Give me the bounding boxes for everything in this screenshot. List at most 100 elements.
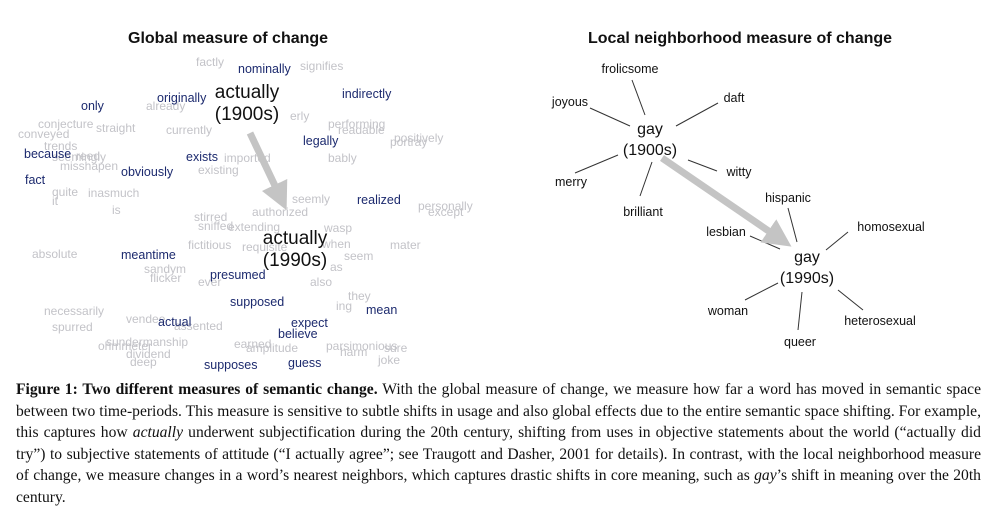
edge-lesbian (749, 235, 781, 250)
cloud-word: requisite (242, 240, 288, 254)
cloud-word: conjecture (38, 117, 94, 131)
cloud-word: performing (328, 117, 385, 131)
cloud-word: supposed (230, 295, 284, 309)
cloud-word: spurred (52, 320, 93, 334)
background-word-cloud: factly signifies already erly currently … (18, 55, 473, 369)
cloud-word: realized (357, 193, 401, 207)
cloud-word: sniffed (198, 219, 233, 233)
left-panel-title: Global measure of change (128, 30, 329, 47)
cloud-word: it (52, 194, 59, 208)
caption-text-3: ’s shift in meaning over the 20th centur… (16, 467, 981, 506)
cloud-word: currently (166, 123, 212, 137)
cloud-word: mean (366, 303, 397, 317)
cloud-word: signifies (300, 59, 343, 73)
cloud-word: they (348, 289, 371, 303)
cloud-word: ohmmeter (98, 339, 152, 353)
cloud-word: seemly (292, 192, 330, 206)
cloud-word: legally (303, 134, 339, 148)
cloud-word: straight (96, 121, 136, 135)
edge-brilliant (639, 161, 653, 197)
cloud-word: sundermanship (106, 335, 188, 349)
cloud-word: meantime (121, 248, 176, 262)
cloud-word: vendee (126, 312, 166, 326)
center-label-1900s: (1900s) (623, 142, 677, 159)
cloud-word: misshapen (60, 159, 118, 173)
cloud-word: seemingly (52, 150, 106, 164)
cloud-word: believe (278, 327, 318, 341)
cloud-word: absolute (32, 247, 78, 261)
cloud-word: nominally (238, 62, 292, 76)
cloud-word: fictitious (188, 238, 231, 252)
caption-label: Figure 1: Two different measures of sema… (16, 381, 378, 398)
cloud-word: existing (198, 163, 239, 177)
cloud-word: positively (394, 131, 443, 145)
cloud-word: mater (390, 238, 421, 252)
cloud-word: except (428, 205, 464, 219)
caption-text-2: underwent subjectification during the 20… (16, 424, 981, 485)
cloud-word: assented (174, 319, 223, 333)
neighbor-hispanic: hispanic (765, 191, 811, 205)
cloud-word: harm (340, 345, 367, 359)
cloud-word: factly (196, 55, 224, 69)
cloud-word: extending (228, 220, 280, 234)
cloud-word: obviously (121, 165, 174, 179)
neighbor-homosexual: homosexual (857, 220, 924, 234)
cloud-word: as (330, 260, 343, 274)
cloud-word: wasp (323, 221, 352, 235)
cloud-word: quite (52, 185, 78, 199)
cloud-word: only (81, 99, 105, 113)
edge-witty (687, 159, 718, 172)
cloud-word: originally (157, 91, 207, 105)
figure-1: factly signifies already erly currently … (18, 55, 925, 372)
neighbor-lesbian: lesbian (706, 225, 746, 239)
cloud-word: authorized (252, 205, 308, 219)
cloud-word: bably (328, 151, 357, 165)
global-change-arrow (246, 131, 288, 211)
neighbor-heterosexual: heterosexual (844, 314, 916, 328)
center-gay-1900: gay (637, 121, 663, 138)
neighbor-daft: daft (724, 91, 745, 105)
cloud-word: earned (234, 337, 271, 351)
cloud-word: stirred (194, 210, 227, 224)
cloud-word: indirectly (342, 87, 392, 101)
center-gay-1990: gay (794, 249, 820, 266)
cloud-word: dividend (126, 347, 171, 361)
cloud-word: when (321, 237, 351, 251)
edge-heterosexual (837, 289, 864, 311)
cloud-word: ing (336, 299, 352, 313)
cloud-word: exists (186, 150, 218, 164)
cloud-word: flicker (150, 271, 181, 285)
cloud-word: actual (158, 315, 191, 329)
cloud-word: joke (377, 353, 400, 367)
neighbor-brilliant: brilliant (623, 205, 663, 219)
cloud-word: deep (130, 355, 157, 369)
cloud-word: already (146, 99, 185, 113)
neighbor-queer: queer (784, 335, 816, 349)
cloud-word: seem (344, 249, 373, 263)
cloud-word: guess (288, 356, 321, 370)
neighbor-merry: merry (555, 175, 588, 189)
local-change-arrow (660, 155, 792, 247)
center-label-1990s: (1990s) (780, 270, 834, 287)
cloud-word: necessarily (44, 304, 104, 318)
cloud-word: readable (338, 123, 385, 137)
cloud-word: sandym (144, 262, 186, 276)
edge-merry (574, 154, 619, 174)
foreground-word-cloud: nominally only originally indirectly leg… (24, 62, 401, 372)
edge-homosexual (825, 231, 849, 251)
edge-woman (744, 282, 779, 301)
edge-daft (675, 102, 719, 127)
figure-caption: Figure 1: Two different measures of sema… (16, 379, 981, 509)
edge-queer (797, 291, 803, 331)
cloud-word: ever (198, 275, 221, 289)
cloud-word: trends (44, 139, 77, 153)
cloud-word: erly (290, 109, 309, 123)
cloud-word: sure (384, 341, 408, 355)
caption-emphasis-gay: gay (754, 467, 777, 485)
anchor-label-1990s: (1990s) (263, 250, 327, 271)
cloud-word: because (24, 147, 71, 161)
edge-frolicsome (631, 79, 646, 116)
cloud-word: parsimonious (326, 339, 397, 353)
cloud-word: amplitude (246, 341, 298, 355)
edge-joyous (589, 107, 631, 127)
